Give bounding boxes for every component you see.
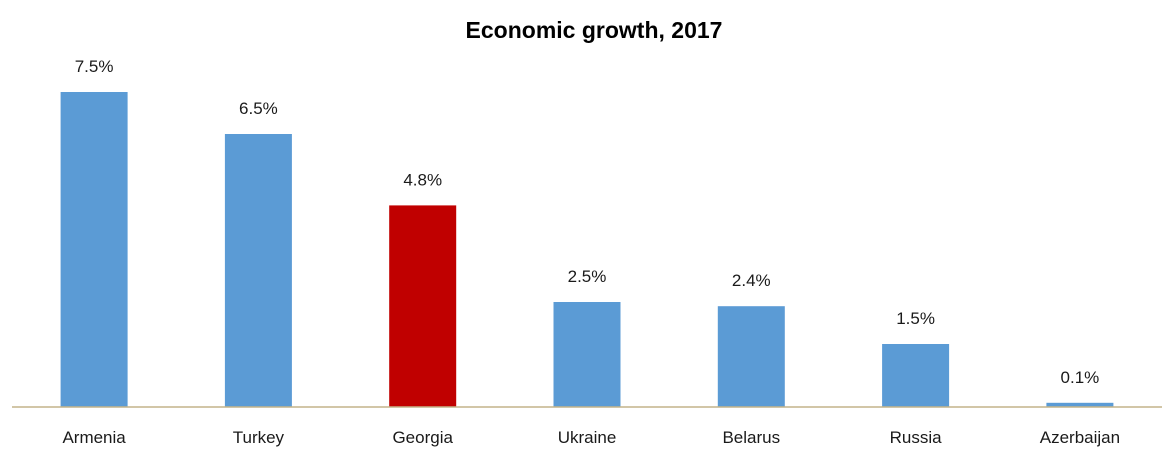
- tick-label-russia: Russia: [890, 428, 943, 447]
- tick-label-georgia: Georgia: [392, 428, 453, 447]
- tick-label-azerbaijan: Azerbaijan: [1040, 428, 1120, 447]
- tick-label-armenia: Armenia: [62, 428, 126, 447]
- data-label-ukraine: 2.5%: [568, 267, 607, 286]
- data-label-georgia: 4.8%: [403, 170, 442, 189]
- bar-turkey: [224, 134, 292, 407]
- chart-title: Economic growth, 2017: [466, 17, 723, 43]
- data-label-armenia: 7.5%: [75, 57, 114, 76]
- data-label-turkey: 6.5%: [239, 99, 278, 118]
- tick-label-belarus: Belarus: [722, 428, 780, 447]
- bar-russia: [882, 344, 950, 407]
- tick-label-ukraine: Ukraine: [558, 428, 617, 447]
- bar-azerbaijan: [1046, 402, 1114, 407]
- bar-georgia: [389, 205, 457, 407]
- tick-label-turkey: Turkey: [233, 428, 285, 447]
- bar-ukraine: [553, 302, 621, 407]
- bars: [60, 92, 1114, 407]
- bar-belarus: [717, 306, 785, 407]
- data-labels: 7.5% 6.5% 4.8% 2.5% 2.4% 1.5% 0.1%: [75, 57, 1100, 387]
- data-label-russia: 1.5%: [896, 309, 935, 328]
- data-label-azerbaijan: 0.1%: [1061, 368, 1100, 387]
- bar-armenia: [60, 92, 128, 407]
- x-axis-tick-labels: Armenia Turkey Georgia Ukraine Belarus Russia…: [62, 428, 1120, 447]
- data-label-belarus: 2.4%: [732, 271, 771, 290]
